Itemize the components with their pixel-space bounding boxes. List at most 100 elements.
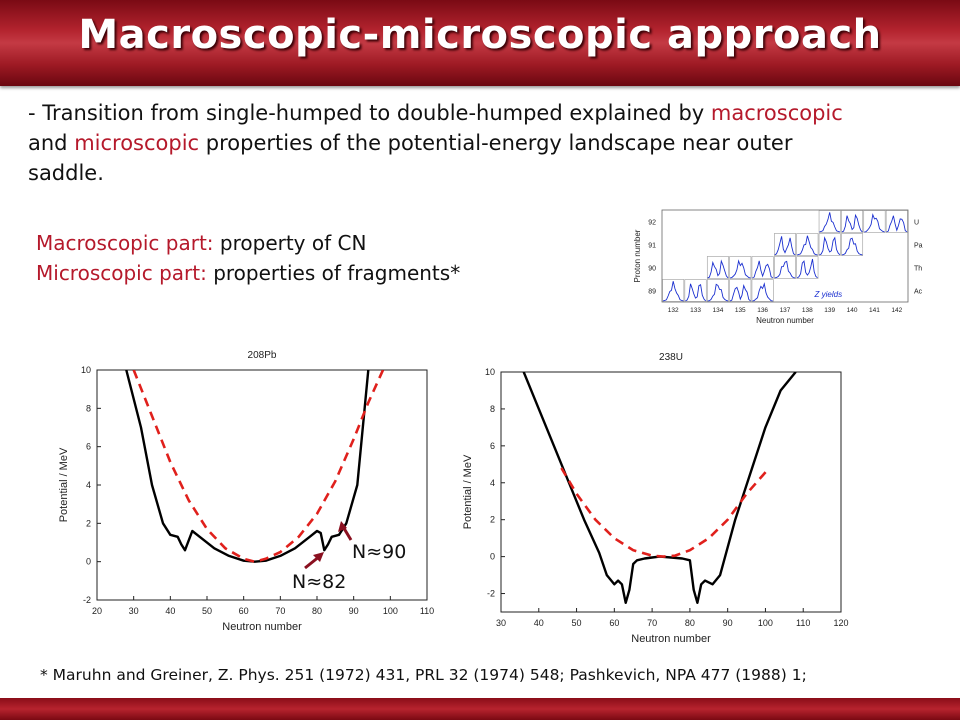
- u238-potential-chart: 30 40 50 60 70 80 90 100 110 120 -2 0 2 4 6 8 10 Neutron …: [462, 352, 849, 645]
- x-tick-label: 80: [685, 618, 695, 628]
- macroscopic-line: Macroscopic part: property of CN: [36, 228, 366, 258]
- yield-panel: [729, 256, 752, 279]
- yield-panel: [751, 256, 774, 279]
- x-tick-label: 30: [496, 618, 506, 628]
- chart-title: 238U: [659, 352, 683, 363]
- label-n82: N≈82: [292, 571, 347, 593]
- x-axis-label: Neutron number: [631, 633, 711, 645]
- column-label: 140: [847, 307, 858, 314]
- x-tick-label: 100: [758, 618, 773, 628]
- y-axis-label: Potential / MeV: [58, 447, 70, 522]
- column-label: 141: [869, 307, 880, 314]
- microscopic-line: Microscopic part: properties of fragment…: [36, 258, 460, 288]
- bullet-dash: -: [28, 101, 43, 125]
- yield-curve: [796, 258, 818, 279]
- row-label: 89: [648, 289, 656, 296]
- yield-curve: [886, 215, 908, 233]
- total-potential-series-line: [522, 372, 797, 604]
- element-label: Pa: [914, 243, 923, 250]
- z-yields-chart: 92 91 90 89 U Pa Th Ac 132 133 134 135 136 137 138 139 1…: [633, 209, 923, 325]
- y-tick-label: 10: [81, 365, 91, 375]
- yield-curve: [662, 281, 684, 302]
- yield-curve: [819, 236, 841, 256]
- x-axis-label: Neutron number: [222, 621, 302, 633]
- x-tick-label: 20: [92, 606, 102, 616]
- row-label: 91: [648, 243, 656, 250]
- row-label: 92: [648, 220, 656, 227]
- pb208-potential-chart: 20 30 40 50 60 70 80 90 100 110 -2 0 2 4 6 8 10 Neutron n…: [58, 350, 434, 633]
- y-tick-label: 8: [86, 403, 91, 413]
- y-tick-label: 2: [86, 518, 91, 528]
- yield-panel: [729, 279, 752, 302]
- bullet-part-3: properties of the potential-energy lands…: [28, 131, 793, 185]
- x-tick-label: 100: [383, 606, 398, 616]
- y-tick-label: 2: [490, 515, 495, 525]
- y-tick-label: 6: [490, 441, 495, 451]
- column-label: 137: [780, 307, 791, 314]
- yield-curve: [841, 237, 863, 256]
- chart-title: 208Pb: [248, 350, 277, 361]
- keyword-microscopic: microscopic: [74, 131, 200, 155]
- y-tick-label: 4: [86, 480, 91, 490]
- y-axis-label: Potential / MeV: [462, 454, 474, 529]
- element-label: Ac: [914, 289, 923, 296]
- reference-footnote: * Maruhn and Greiner, Z. Phys. 251 (1972…: [40, 666, 807, 684]
- yield-curve: [752, 260, 774, 279]
- keyword-macroscopic: macroscopic: [710, 101, 843, 125]
- macroscopic-label: Macroscopic part:: [36, 231, 214, 255]
- title-bar: Macroscopic-microscopic approach: [0, 0, 960, 86]
- column-label: 142: [891, 307, 902, 314]
- column-label: 139: [824, 307, 835, 314]
- footer-bar: [0, 698, 960, 720]
- x-tick-label: 50: [202, 606, 212, 616]
- y-tick-label: 6: [86, 442, 91, 452]
- yield-curve: [707, 283, 729, 302]
- column-label: 138: [802, 307, 813, 314]
- column-label: 132: [668, 307, 679, 314]
- x-tick-label: 30: [129, 606, 139, 616]
- arrow-n90-head: [338, 521, 347, 532]
- yield-panel: [885, 210, 908, 233]
- x-tick-label: 90: [349, 606, 359, 616]
- label-n90: N≈90: [352, 541, 407, 563]
- yield-curve: [797, 235, 818, 256]
- total-potential-series-line: [125, 370, 370, 563]
- y-tick-label: 10: [485, 367, 495, 377]
- microscopic-value: properties of fragments*: [206, 261, 461, 285]
- yield-curve: [774, 236, 796, 256]
- x-tick-label: 70: [275, 606, 285, 616]
- row-label: 90: [648, 266, 656, 273]
- y-tick-label: 0: [86, 557, 91, 567]
- yield-curve: [819, 212, 841, 233]
- microscopic-label: Microscopic part:: [36, 261, 207, 285]
- y-tick-label: 8: [490, 404, 495, 414]
- x-tick-label: 70: [647, 618, 657, 628]
- slide-title: Macroscopic-microscopic approach: [78, 12, 882, 58]
- x-tick-label: 110: [796, 618, 810, 628]
- column-label: 134: [712, 307, 723, 314]
- element-label: U: [914, 220, 919, 227]
- x-tick-label: 60: [239, 606, 249, 616]
- yield-curve: [774, 260, 796, 279]
- element-label: Th: [914, 266, 922, 273]
- x-tick-label: 40: [165, 606, 175, 616]
- bullet-part-2: and: [28, 131, 75, 155]
- y-tick-label: 4: [490, 478, 495, 488]
- yield-curve: [685, 283, 707, 302]
- column-label: 135: [735, 307, 746, 314]
- macroscopic-value: property of CN: [213, 231, 367, 255]
- yield-curve: [864, 213, 885, 233]
- yield-panel: [751, 279, 774, 302]
- y-tick-label: -2: [83, 595, 91, 605]
- bullet-text: - Transition from single-humped to doubl…: [28, 98, 848, 188]
- y-tick-label: 0: [490, 552, 495, 562]
- yield-curve: [841, 213, 863, 233]
- x-tick-label: 50: [572, 618, 582, 628]
- x-tick-label: 60: [609, 618, 619, 628]
- macroscopic-series-line: [560, 467, 771, 558]
- arrow-n82-head: [313, 552, 324, 562]
- x-tick-label: 120: [833, 618, 848, 628]
- bullet-part-1: Transition from single-humped to double-…: [42, 101, 711, 125]
- x-tick-label: 80: [312, 606, 322, 616]
